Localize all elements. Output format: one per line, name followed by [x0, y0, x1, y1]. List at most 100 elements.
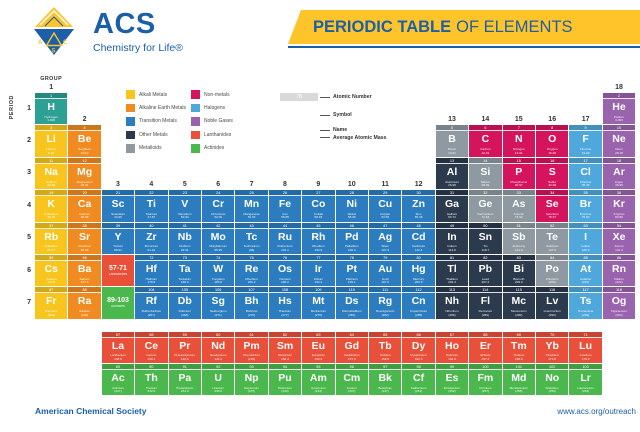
group-label-3: 3 — [116, 180, 120, 188]
atomic-number: 114 — [469, 287, 502, 294]
element-cell-fm: 100 Fm Fermium (257) — [469, 363, 502, 396]
atomic-mass: (210) — [581, 280, 590, 285]
atomic-mass: 175.0 — [581, 356, 590, 361]
element-symbol: Br — [579, 198, 592, 211]
atomic-mass: 180.9 — [180, 280, 189, 285]
legend-label: Alkaline Earth Metals — [139, 105, 186, 112]
element-cell-tc: 43 Tc Technetium (98) — [235, 222, 268, 254]
atomic-mass: 126.9 — [581, 247, 590, 252]
key-connector-line — [320, 129, 330, 131]
element-cell-ts: 117 Ts Tennessine (294) — [569, 287, 602, 319]
element-name: Lanthanum — [110, 354, 126, 358]
element-name: Astatine — [579, 277, 592, 281]
element-cell-ge: 32 Ge Germanium 72.63 — [469, 190, 502, 222]
element-cell-si: 14 Si Silicon 28.09 — [469, 157, 502, 190]
element-cell-al: 13 Al Aluminum 26.98 — [435, 157, 469, 190]
element-name: Bismuth — [513, 277, 525, 281]
element-cell-rg: 111 Rg Roentgenium (282) — [369, 287, 402, 319]
element-symbol: Fe — [278, 198, 292, 211]
atomic-number: 88 — [68, 287, 101, 294]
element-cell-cl: 17 Cl Chlorine 35.45 — [569, 157, 602, 190]
key-connector-line — [320, 114, 330, 116]
element-symbol: Bk — [378, 371, 392, 384]
group-label-13: 13 — [448, 115, 456, 123]
atomic-mass: 9.012 — [80, 150, 89, 155]
element-cell-er: 68 Er Erbium 167.3 — [469, 331, 502, 363]
series-placeholder-cell: 57-71 Lanthanides — [101, 255, 135, 287]
atomic-number: 52 — [536, 222, 569, 229]
atomic-number: 118 — [602, 287, 636, 294]
atomic-number: 53 — [569, 222, 602, 229]
atomic-mass: 158.9 — [381, 356, 390, 361]
element-symbol: Cl — [580, 165, 591, 178]
element-symbol: P — [515, 165, 523, 178]
element-cell-li: 3 Li Lithium 6.94 — [35, 125, 68, 157]
series-range: 57-71 — [109, 264, 127, 272]
atomic-number: 91 — [168, 363, 201, 370]
atomic-number: 3 — [35, 125, 68, 132]
atomic-mass: 140.9 — [180, 356, 189, 361]
atomic-mass: (268) — [181, 312, 189, 317]
element-cell-ar: 18 Ar Argon 39.95 — [602, 157, 636, 190]
group-label-8: 8 — [283, 180, 287, 188]
atomic-number: 37 — [35, 222, 68, 229]
atomic-number: 69 — [502, 331, 535, 338]
atomic-number: 28 — [335, 190, 368, 197]
element-cell-nh: 113 Nh Nihonium (286) — [435, 287, 469, 319]
group-label-9: 9 — [316, 180, 321, 188]
element-name: Helium — [614, 115, 624, 119]
element-symbol: Rb — [44, 230, 59, 243]
element-symbol: Np — [244, 371, 259, 384]
element-cell-b: 5 B Boron 10.81 — [435, 125, 469, 157]
title-banner: PERIODIC TABLE OF ELEMENTS — [288, 10, 640, 44]
atomic-mass: 85.47 — [47, 247, 56, 252]
atomic-mass: 231.0 — [180, 389, 189, 394]
legend-label: Non-metals — [204, 91, 230, 98]
element-name: Neodymium — [209, 354, 227, 358]
atomic-mass: 52.00 — [214, 215, 223, 220]
atomic-mass: 72.63 — [481, 215, 490, 220]
atomic-number: 47 — [369, 222, 402, 229]
atomic-mass: 69.72 — [448, 215, 456, 220]
atomic-number: 86 — [602, 255, 636, 261]
atomic-mass: 152.0 — [314, 356, 323, 361]
key-atomic-number: 78 — [280, 93, 318, 102]
atomic-number: 46 — [335, 222, 368, 229]
element-cell-lv: 116 Lv Livermorium (293) — [536, 287, 569, 319]
element-name: Iodine — [581, 245, 590, 249]
element-symbol: Tb — [378, 339, 392, 352]
element-symbol: Nb — [177, 230, 192, 243]
element-symbol: Ca — [77, 198, 92, 211]
footer-url: www.acs.org/outreach — [557, 407, 636, 416]
element-cell-nb: 41 Nb Niobium 92.91 — [168, 222, 201, 254]
atomic-number: 18 — [602, 157, 636, 164]
element-cell-tl: 81 Tl Thallium 204.4 — [435, 255, 469, 287]
element-symbol: Bi — [513, 263, 525, 276]
element-cell-at: 85 At Astatine (210) — [569, 255, 602, 287]
element-name: Platinum — [345, 277, 358, 281]
element-name: Thorium — [145, 386, 158, 390]
element-cell-bk: 97 Bk Berkelium (247) — [369, 363, 402, 396]
element-cell-sb: 51 Sb Antimony 121.8 — [502, 222, 535, 254]
element-name: Iridium — [313, 277, 324, 281]
element-cell-eu: 63 Eu Europium 152.0 — [302, 331, 335, 363]
atomic-mass: 132.9 — [47, 280, 56, 285]
atomic-mass: 39.95 — [615, 183, 623, 188]
brand-name: ACS — [93, 8, 156, 40]
atomic-number: 72 — [135, 255, 168, 261]
atomic-number: 5 — [435, 125, 469, 132]
element-cell-ra: 88 Ra Radium (226) — [68, 287, 101, 319]
element-symbol: Se — [545, 198, 559, 211]
element-name: Hydrogen — [44, 115, 58, 119]
element-cell-y: 39 Y Yttrium 88.91 — [101, 222, 135, 254]
element-cell-zr: 40 Zr Zirconium 91.22 — [135, 222, 168, 254]
element-cell-v: 23 V Vanadium 50.94 — [168, 190, 201, 222]
element-name: Oganesson — [611, 310, 627, 314]
atomic-number: 51 — [502, 222, 535, 229]
element-symbol: Tm — [510, 339, 527, 352]
element-symbol: Y — [114, 230, 122, 243]
element-symbol: Rh — [311, 230, 326, 243]
element-symbol: Ce — [144, 339, 159, 352]
atomic-mass: (258) — [515, 389, 523, 394]
atomic-number: 16 — [536, 157, 569, 164]
